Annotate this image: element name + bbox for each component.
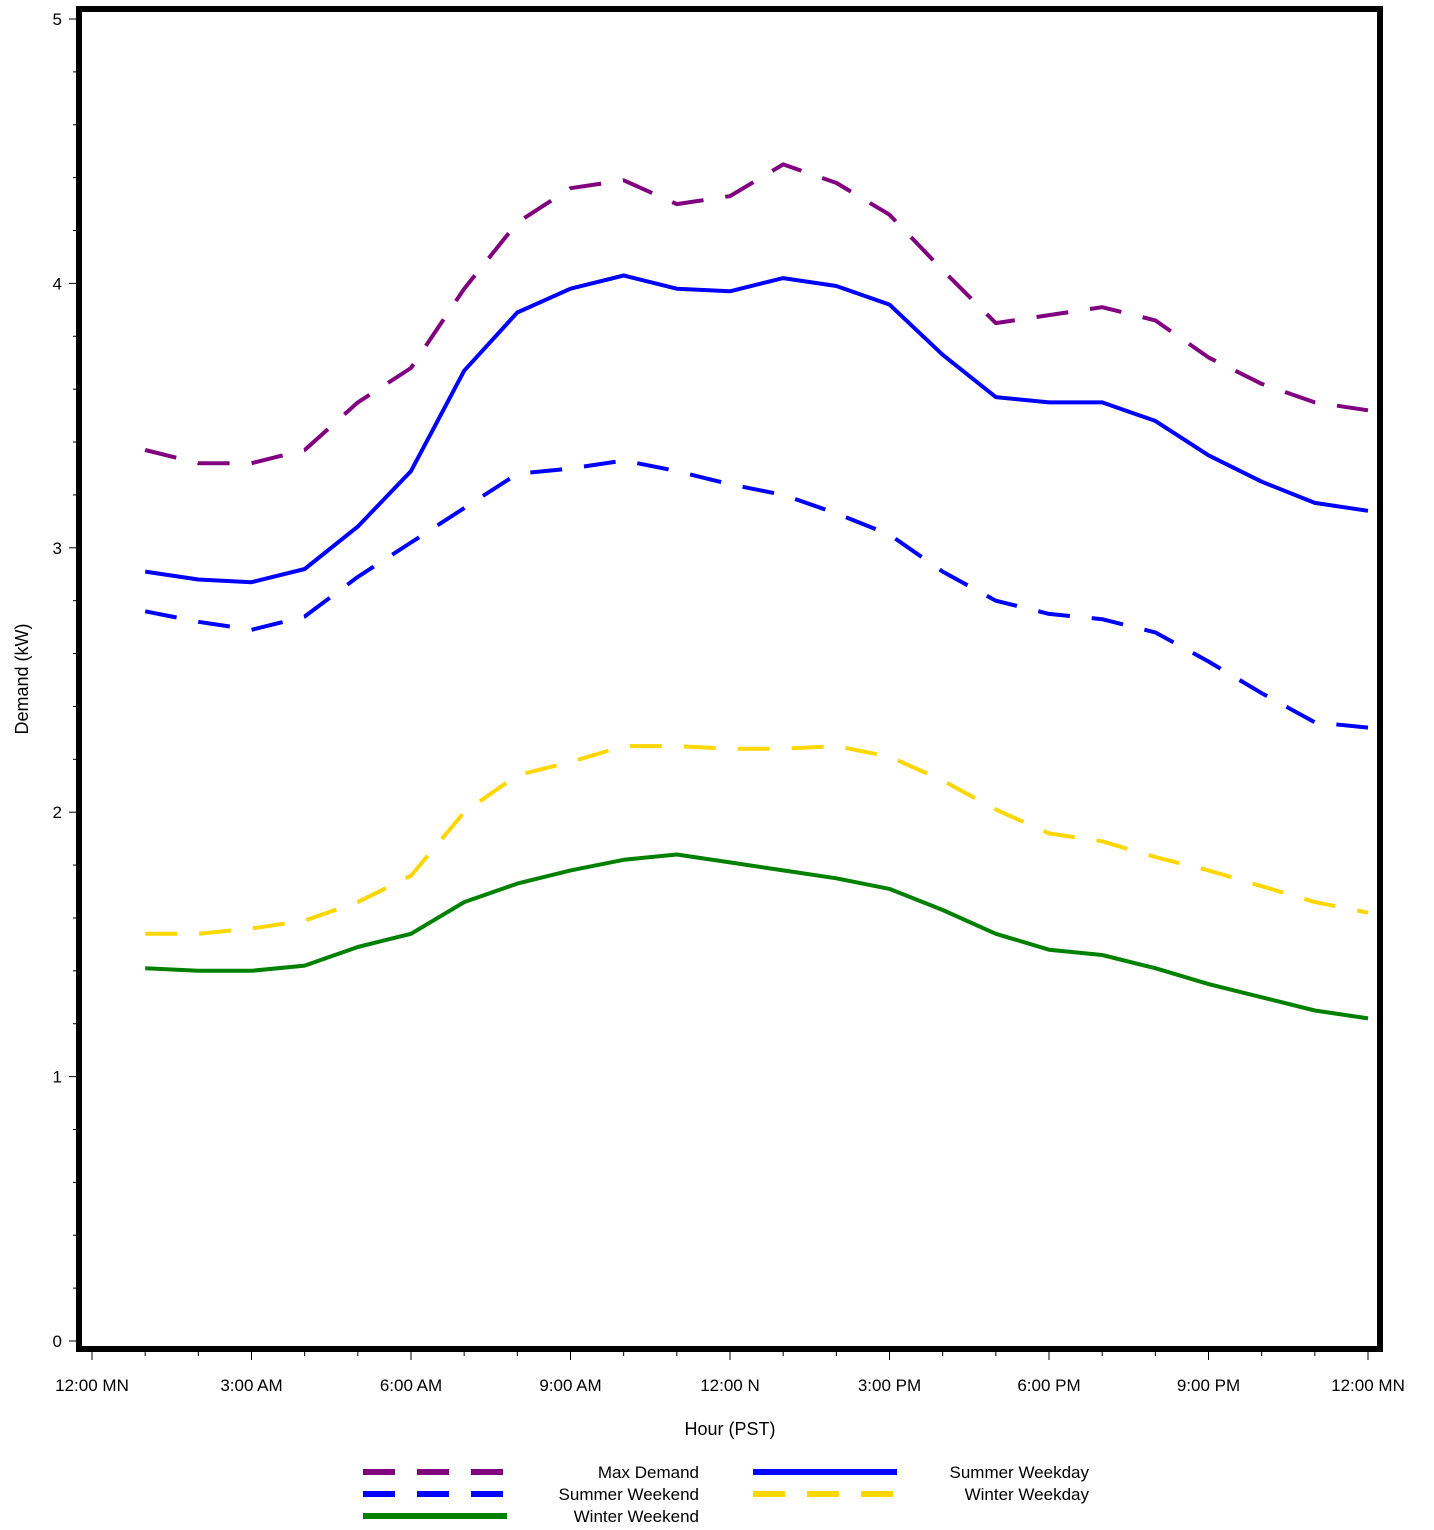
series-line [145,852,1369,1021]
x-tick-label: 6:00 AM [380,1376,442,1395]
series-layer [144,162,1369,1021]
y-tick-label: 0 [53,1332,62,1351]
y-tick-label: 3 [53,539,62,558]
x-axis: 12:00 MN 3:00 AM 6:00 AM 9:00 AM 12:00 N 3:00… [55,1352,1405,1395]
x-tick-label: 9:00 PM [1177,1376,1240,1395]
y-axis: 0 1 2 3 4 5 [53,10,76,1351]
legend-label: Summer Weekday [949,1463,1089,1482]
legend-label: Winter Weekend [574,1507,699,1526]
y-tick-label: 2 [53,803,62,822]
y-tick-label: 1 [53,1068,62,1087]
y-tick-label: 5 [53,10,62,29]
x-axis-title: Hour (PST) [684,1419,775,1439]
legend-label: Summer Weekend [559,1485,699,1504]
x-tick-label: 12:00 MN [55,1376,129,1395]
series-line [144,458,1369,730]
legend: Max Demand Summer Weekday Summer Weekend Wi… [363,1463,1089,1526]
series-line [144,273,1369,585]
x-tick-label: 9:00 AM [539,1376,601,1395]
x-tick-label: 12:00 N [700,1376,760,1395]
legend-label: Max Demand [598,1463,699,1482]
plot-frame [76,6,1383,1352]
series-line [144,162,1369,466]
y-tick-label: 4 [53,274,62,293]
series-line [145,744,1369,936]
x-tick-label: 6:00 PM [1017,1376,1080,1395]
x-tick-label: 3:00 PM [858,1376,921,1395]
legend-label: Winter Weekday [965,1485,1090,1504]
x-tick-label: 3:00 AM [220,1376,282,1395]
y-axis-title: Demand (kW) [12,623,32,734]
x-tick-label: 12:00 MN [1331,1376,1405,1395]
